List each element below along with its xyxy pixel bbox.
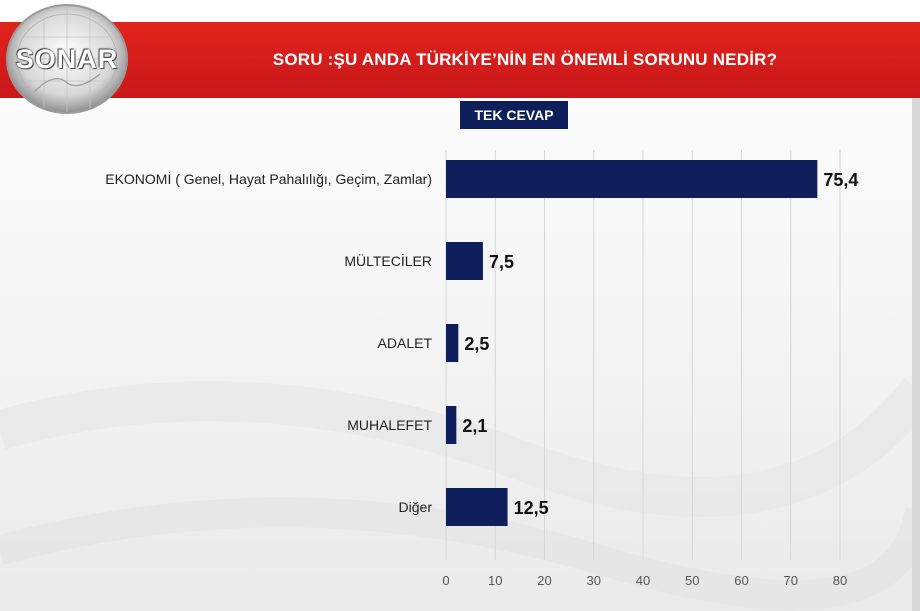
category-label: EKONOMİ ( Genel, Hayat Pahalılığı, Geçim… [105, 170, 432, 187]
value-label: 12,5 [514, 498, 549, 518]
x-tick-label: 30 [587, 573, 601, 588]
top-strip [0, 0, 920, 22]
bar-0 [446, 160, 818, 198]
x-tick-label: 40 [636, 573, 650, 588]
background-swoosh [0, 377, 920, 611]
logo-globe-icon [6, 4, 128, 114]
bar-3 [446, 406, 457, 444]
value-label: 2,5 [464, 334, 489, 354]
bar-4 [446, 488, 508, 526]
bar-1 [446, 242, 483, 280]
bar-2 [446, 324, 459, 362]
value-label: 2,1 [462, 416, 487, 436]
value-label: 7,5 [489, 252, 514, 272]
sonar-logo: SONAR [4, 2, 130, 116]
x-tick-label: 60 [734, 573, 748, 588]
x-tick-label: 50 [685, 573, 699, 588]
x-tick-label: 80 [833, 573, 847, 588]
category-label: MÜLTECİLER [344, 252, 432, 269]
right-edge-shadow [912, 98, 920, 611]
logo-text: SONAR [15, 44, 119, 74]
category-label: ADALET [378, 335, 433, 351]
title-banner [0, 22, 920, 98]
bar-chart: EKONOMİ ( Genel, Hayat Pahalılığı, Geçim… [105, 150, 858, 588]
x-tick-label: 20 [537, 573, 551, 588]
x-tick-label: 10 [488, 573, 502, 588]
category-label: MUHALEFET [347, 417, 432, 433]
category-label: Diğer [399, 499, 433, 515]
x-tick-label: 0 [442, 573, 449, 588]
value-label: 75,4 [823, 170, 858, 190]
page-title: SORU :ŞU ANDA TÜRKİYE’NİN EN ÖNEMLİ SORU… [272, 50, 778, 69]
tek-cevap-badge: TEK CEVAP [460, 101, 568, 129]
x-tick-label: 70 [784, 573, 798, 588]
